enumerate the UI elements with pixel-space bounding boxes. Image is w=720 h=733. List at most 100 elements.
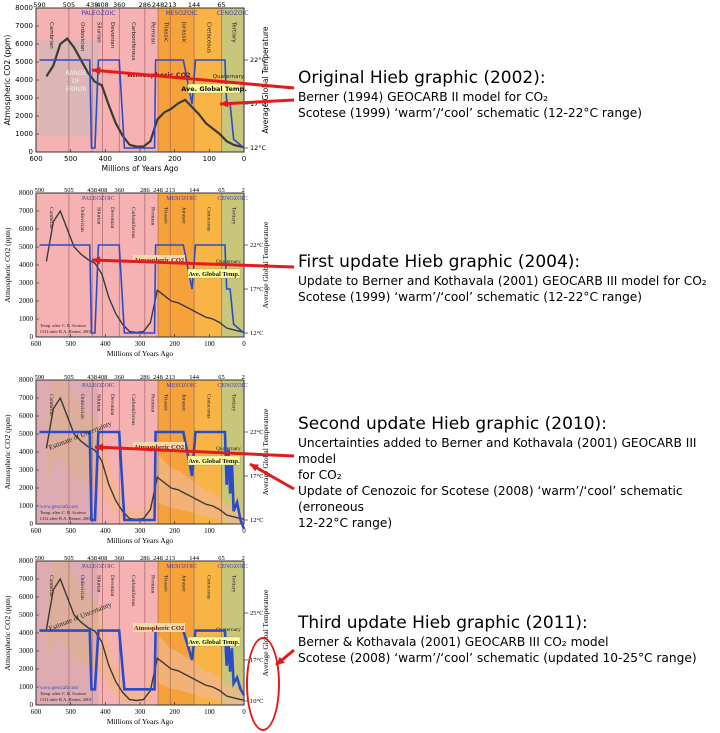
period-label: Ordovician	[79, 207, 85, 232]
top-tick-label: 360	[114, 555, 124, 562]
y-tick-label: 8000	[15, 4, 33, 12]
quaternary-label: Quaternary	[216, 446, 241, 452]
top-tick-label: 438	[87, 187, 97, 194]
credit-label: Temp. after C. R. Scotese	[40, 691, 86, 696]
top-tick-label: 590	[33, 1, 45, 9]
era-label: MESOZOIC	[166, 564, 197, 570]
top-tick-label: 144	[189, 187, 200, 194]
x-tick-label: 100	[204, 708, 215, 716]
top-tick-label: 590	[35, 555, 45, 562]
period-label: Tertiary	[231, 575, 237, 593]
y-tick-label: 5000	[19, 243, 34, 251]
era-label: MESOZOIC	[165, 10, 197, 17]
x-tick-label: 0	[242, 527, 246, 535]
top-tick-label: 590	[35, 187, 45, 194]
top-tick-label: 248	[153, 374, 163, 381]
top-tick-label: 144	[188, 1, 200, 9]
period-label: Devonian	[109, 22, 115, 49]
y-tick-label: 1000	[15, 130, 33, 138]
period-label: Permian	[149, 394, 155, 413]
description-line: Scotese (1999) ‘warm’/‘cool’ schematic (…	[298, 106, 643, 120]
temp-series-label: Ave. Global Temp.	[188, 639, 240, 646]
cenozoic-band	[221, 8, 244, 152]
x-tick-label: 100	[204, 340, 215, 348]
x-tick-label: 500	[64, 155, 77, 163]
chart-group: 590 505 438 408 360 286 248 213 144 65 2 PALEOZOIC M…	[3, 555, 295, 726]
period-label: Cretaceous	[206, 22, 212, 53]
y-tick-label: 8000	[19, 557, 34, 565]
top-tick-label: 408	[96, 1, 108, 9]
top-tick-label: 213	[165, 555, 175, 562]
description-third-update: Third update Hieb graphic (2011): Berner…	[298, 613, 697, 666]
y-tick-label: 4000	[15, 76, 33, 84]
x-tick-label: 100	[203, 155, 216, 163]
x-tick-label: 0	[242, 340, 246, 348]
y-tick-label: 3000	[15, 94, 33, 102]
x-tick-label: 400	[100, 708, 111, 716]
y2-axis-title: Average Global Temperature	[261, 408, 270, 495]
x-axis-title: Millions of Years Ago	[107, 349, 174, 358]
description-original: Original Hieb graphic (2002): Berner (19…	[298, 68, 642, 121]
uncertainty-envelope	[46, 561, 245, 705]
top-tick-label: 65	[217, 1, 225, 9]
period-label: Silurian	[95, 22, 101, 43]
top-tick-label: 248	[153, 555, 163, 562]
temp-label-box	[187, 636, 241, 647]
temp-tick-label: 25°C	[250, 610, 263, 617]
y-tick-label: 5000	[19, 611, 34, 619]
arrow-to-temp-head	[220, 99, 229, 108]
era-label: CENOZOIC	[217, 383, 247, 389]
period-label: Jurassic	[180, 207, 186, 225]
period-label: Ordovician	[79, 575, 85, 600]
era-label: PALEOZOIC	[82, 196, 115, 202]
top-tick-label: 2	[242, 374, 245, 381]
period-label: Triassic	[162, 394, 168, 412]
top-tick-label: 286	[140, 187, 151, 194]
x-tick-label: 600	[31, 340, 42, 348]
x-tick-label: 200	[168, 155, 181, 163]
x-axis-title: Millions of Years Ago	[107, 717, 174, 726]
top-tick-label: 590	[35, 374, 45, 381]
y-tick-label: 6000	[19, 593, 34, 601]
top-tick-label: 360	[114, 187, 124, 194]
credit-label: CO2 after R.A. Berner, 2001	[40, 329, 92, 335]
description-line: Berner & Kothavala (2001) GEOCARB III CO…	[298, 635, 609, 649]
y-tick-label: 2000	[19, 484, 34, 492]
x-tick-label: 0	[242, 155, 246, 163]
x-tick-label: 600	[31, 527, 42, 535]
y-tick-label: 7000	[19, 394, 34, 402]
y-axis-title: Atmospheric CO2 (ppm)	[3, 35, 12, 126]
panel-original-2002: 590 505 438 408 360 286 248 213 144 65 PALEOZOIC ME…	[0, 0, 720, 180]
y-tick-label: 8000	[19, 376, 34, 384]
period-label: Permian	[149, 207, 155, 226]
top-tick-label: 286	[139, 1, 151, 9]
credit-label: CO2 after R.A. Berner, 2001	[40, 697, 92, 703]
temp-tick-label: 12°C	[250, 330, 263, 337]
period-label: Jurassic	[180, 21, 186, 43]
panel-first-update-2004: 590 505 438 408 360 286 248 213 144 65 2 PALEOZOIC M…	[0, 185, 720, 365]
co2-series-line	[45, 396, 245, 521]
arrow-to-temp-head	[250, 464, 259, 472]
chart-group: 590 505 438 408 360 286 248 213 144 65 2 PALEOZOIC M…	[3, 374, 295, 545]
top-tick-label: 286	[140, 374, 151, 381]
period-label: Ordovician	[79, 22, 85, 52]
top-tick-label: 248	[153, 187, 163, 194]
era-label: PALEOZOIC	[81, 10, 115, 17]
y-tick-label: 4000	[19, 448, 34, 456]
x-tick-label: 300	[135, 527, 146, 535]
co2-label-box	[133, 623, 185, 632]
temp-series-label: Ave. Global Temp.	[188, 458, 240, 465]
top-tick-label: 144	[189, 555, 200, 562]
x-tick-label: 400	[99, 155, 112, 163]
period-label: Carboniferous	[130, 575, 137, 606]
quaternary-label: Quaternary	[216, 259, 241, 265]
era-label: CENOZOIC	[217, 10, 249, 17]
top-tick-label: 360	[113, 1, 125, 9]
y2-axis-title: Average Global Temperature	[261, 26, 270, 133]
period-label: Devonian	[109, 394, 115, 416]
arrow-to-co2-head	[92, 256, 101, 265]
description-line: Update to Berner and Kothavala (2001) GE…	[298, 274, 707, 288]
credit-label: Temp. after C. R. Scotese	[40, 510, 86, 515]
period-label: Silurian	[95, 207, 101, 225]
